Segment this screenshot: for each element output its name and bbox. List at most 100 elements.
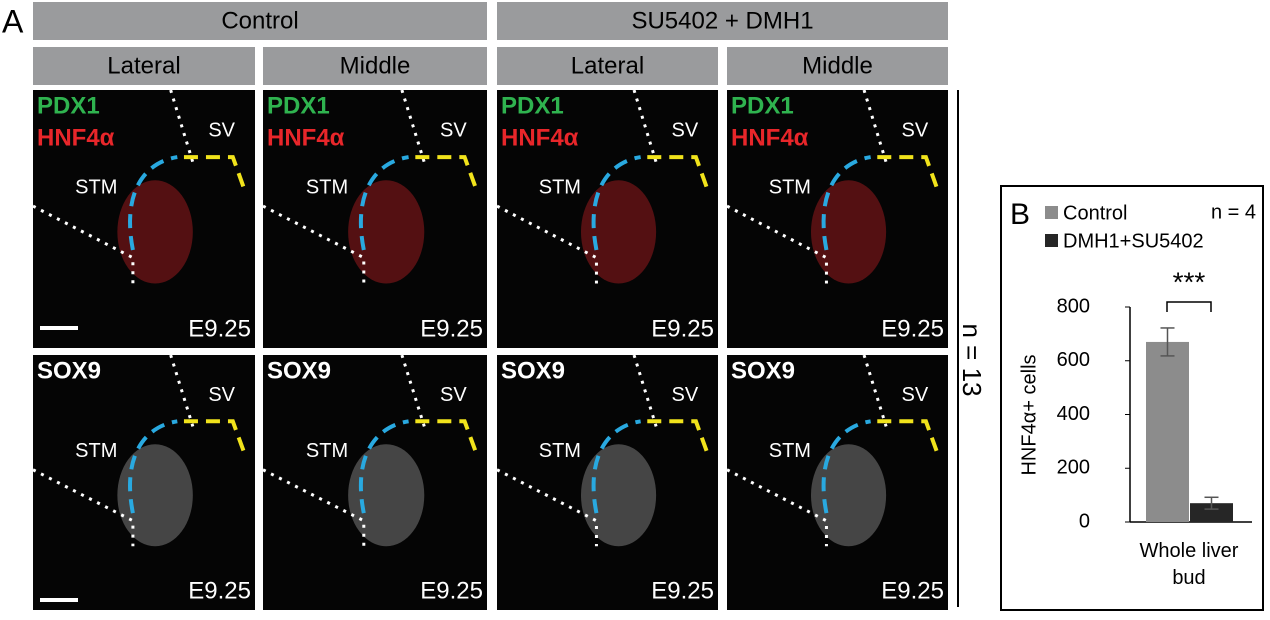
group-header: [497, 2, 948, 40]
legend-label: Control: [1063, 202, 1127, 224]
region-label: STM: [769, 440, 811, 462]
tissue: [580, 180, 657, 284]
view-header: [263, 47, 487, 85]
micrograph: [263, 355, 487, 610]
marker-label: SOX9: [267, 357, 331, 384]
panel-b-frame: [1000, 185, 1264, 611]
stage-label: E9.25: [651, 577, 714, 604]
tissue: [117, 444, 193, 547]
boundary-blue: [591, 155, 641, 251]
x-tick-label: Whole liver bud: [1139, 540, 1239, 589]
region-label: SV: [440, 384, 467, 406]
panel-label: A: [2, 3, 24, 39]
boundary-dotted: [496, 354, 658, 547]
micrograph: [33, 90, 255, 348]
marker-label: HNF4α: [731, 124, 809, 151]
boundary-blue: [128, 419, 178, 514]
marker-label: PDX1: [731, 92, 794, 119]
region-label: STM: [539, 440, 581, 462]
legend-label: DMH1+SU5402: [1063, 230, 1204, 252]
y-axis-label: HNF4α+ cells: [1018, 354, 1040, 475]
stage-label: E9.25: [651, 315, 714, 342]
tissue: [348, 444, 425, 547]
marker-label: SOX9: [501, 357, 565, 384]
micrograph: [33, 355, 255, 610]
tissue: [810, 444, 887, 547]
stage-label: E9.25: [420, 577, 483, 604]
boundary-yellow: [647, 419, 709, 453]
region-label: SV: [208, 384, 235, 406]
y-tick-label: 0: [1079, 510, 1090, 532]
boundary-dotted: [32, 354, 195, 547]
stage-label: E9.25: [188, 315, 251, 342]
region-label: SV: [208, 120, 235, 142]
panel-label: B: [1010, 198, 1030, 231]
y-tick-label: 400: [1057, 403, 1090, 425]
marker-label: PDX1: [501, 92, 564, 119]
boundary-blue: [358, 155, 409, 251]
micrograph: [727, 90, 948, 348]
boundary-yellow: [415, 419, 478, 453]
boundary-blue: [358, 419, 409, 514]
region-label: STM: [75, 176, 117, 198]
micrograph: [497, 355, 718, 610]
micrograph: [497, 90, 718, 348]
view-header: [497, 47, 718, 85]
region-label: SV: [440, 120, 467, 142]
n-label: n = 13: [957, 323, 987, 396]
boundary-dotted: [496, 89, 658, 284]
view-title: Middle: [340, 52, 411, 79]
group-header: [33, 2, 487, 40]
boundary-yellow: [877, 155, 939, 189]
view-title: Middle: [802, 52, 873, 79]
y-tick-label: 800: [1057, 295, 1090, 317]
marker-label: SOX9: [731, 357, 795, 384]
x-tick-label-box: Whole liver bud: [1139, 540, 1239, 589]
stage-label: E9.25: [881, 315, 944, 342]
significance-label: ***: [1173, 266, 1206, 297]
stage-label: E9.25: [188, 577, 251, 604]
legend-swatch: [1045, 206, 1058, 219]
group-title: Control: [221, 7, 298, 34]
region-label: SV: [902, 120, 929, 142]
group-title: SU5402 + DMH1: [631, 7, 813, 34]
marker-label: HNF4α: [37, 124, 115, 151]
y-tick-label: 600: [1057, 349, 1090, 371]
boundary-dotted: [262, 354, 426, 547]
region-label: STM: [306, 440, 348, 462]
boundary-yellow: [183, 155, 246, 189]
legend-swatch: [1045, 234, 1058, 247]
view-header: [33, 47, 255, 85]
region-label: STM: [539, 176, 581, 198]
boundary-blue: [821, 419, 871, 514]
bar: [1190, 503, 1233, 522]
boundary-yellow: [647, 155, 709, 189]
marker-label: PDX1: [267, 92, 330, 119]
boundary-dotted: [726, 354, 888, 547]
tissue: [810, 180, 887, 284]
view-title: Lateral: [107, 52, 180, 79]
boundary-dotted: [726, 89, 888, 284]
boundary-dotted: [32, 89, 195, 284]
region-label: STM: [306, 176, 348, 198]
marker-label: PDX1: [37, 92, 100, 119]
boundary-blue: [128, 155, 178, 251]
marker-label: HNF4α: [501, 124, 579, 151]
region-label: SV: [672, 120, 699, 142]
bar: [1146, 341, 1189, 522]
tissue: [580, 444, 657, 547]
view-title: Lateral: [571, 52, 644, 79]
marker-label: HNF4α: [267, 124, 345, 151]
boundary-blue: [591, 419, 641, 514]
micrograph: [263, 90, 487, 348]
boundary-yellow: [415, 155, 478, 189]
micrograph: [727, 355, 948, 610]
y-tick-label: 200: [1057, 457, 1090, 479]
boundary-dotted: [262, 89, 426, 284]
stage-label: E9.25: [420, 315, 483, 342]
significance-bracket: [1166, 301, 1212, 312]
region-label: SV: [672, 384, 699, 406]
region-label: SV: [902, 384, 929, 406]
region-label: STM: [769, 176, 811, 198]
